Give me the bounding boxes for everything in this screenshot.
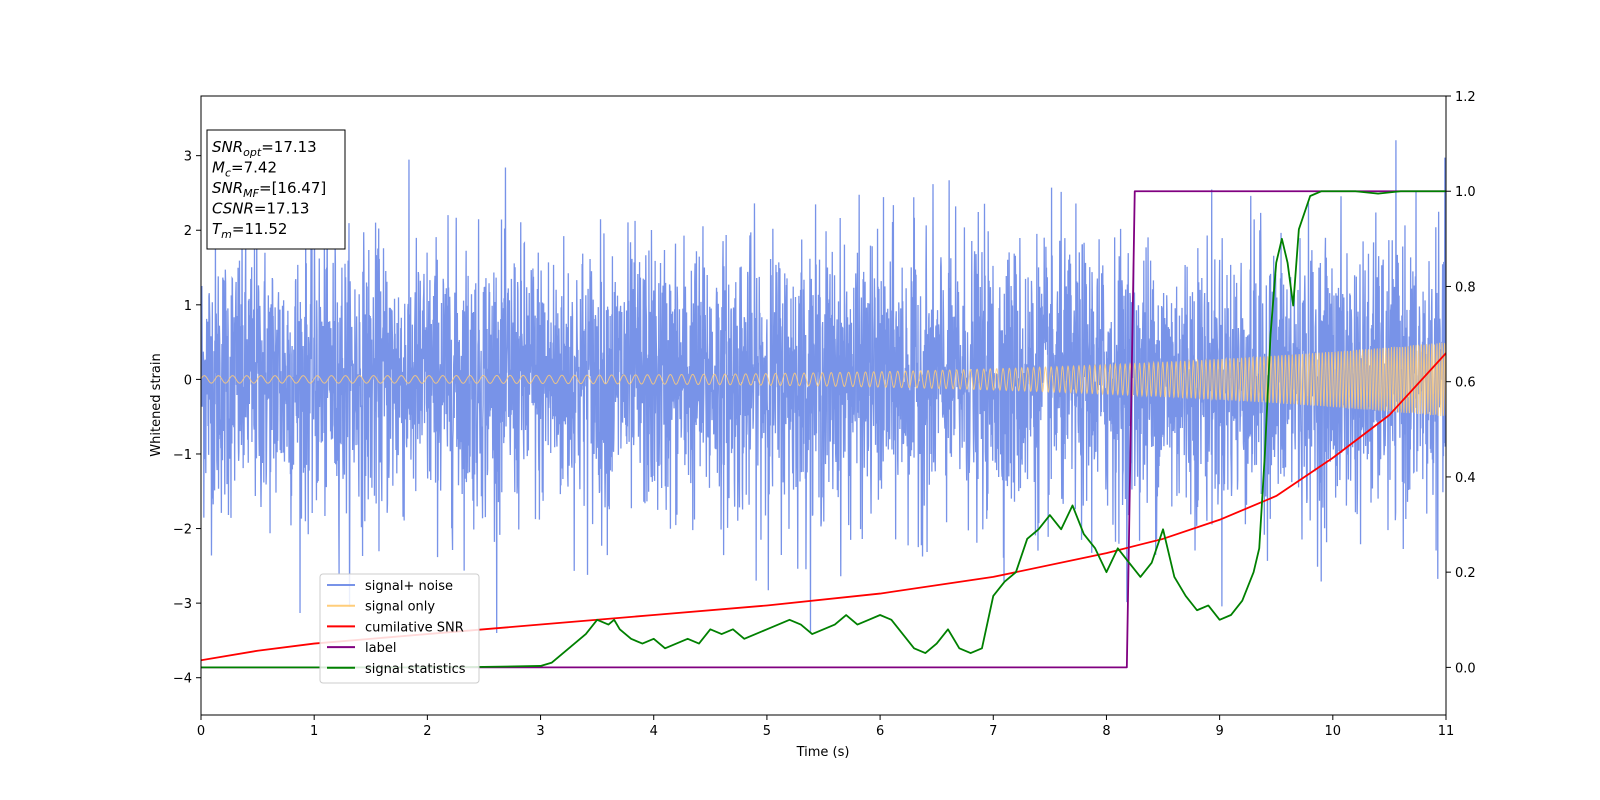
y-axis-right: 0.0 0.2 0.4 0.6 0.8 1.0 1.2 [1446, 90, 1476, 676]
y-tick-label: 3 [184, 150, 192, 165]
y2-tick-label: 0.6 [1455, 376, 1476, 391]
x-tick-label: 9 [1215, 724, 1223, 739]
x-tick-label: 0 [197, 724, 205, 739]
x-axis-title: Time (s) [796, 745, 850, 760]
y2-tick-label: 0.0 [1455, 661, 1476, 676]
info-box-frame [206, 129, 346, 250]
legend-label: signal only [365, 600, 435, 615]
x-tick-label: 10 [1325, 724, 1342, 739]
x-tick-label: 5 [763, 724, 771, 739]
series-label-line [201, 190, 1446, 669]
x-tick-label: 4 [650, 724, 658, 739]
y-axis-title: Whitened strain [149, 353, 164, 456]
series-signal-statistics-line [201, 190, 1446, 669]
y2-tick-label: 0.4 [1455, 471, 1476, 486]
x-tick-label: 6 [876, 724, 884, 739]
x-tick-label: 1 [310, 724, 318, 739]
legend-label: cumilative SNR [365, 620, 464, 635]
y2-tick-label: 0.2 [1455, 566, 1476, 581]
y2-tick-label: 0.8 [1455, 280, 1476, 295]
series-signal-only-line [201, 342, 1446, 417]
info-line: SNRopt=17.13 [212, 138, 317, 159]
legend: signal+ noise signal only cumilative SNR la… [319, 573, 480, 684]
x-tick-label: 3 [536, 724, 544, 739]
y2-tick-label: 1.2 [1455, 90, 1476, 105]
series-signal-noise-line [201, 140, 1446, 633]
legend-frame [319, 573, 480, 684]
info-line: SNRMF=[16.47] [212, 179, 326, 200]
x-axis: 0 1 2 3 4 5 6 7 8 9 10 11 [197, 715, 1454, 739]
y-tick-label: −3 [173, 597, 192, 612]
plot-frame [200, 95, 1447, 716]
y-tick-label: 2 [184, 224, 192, 239]
info-box: SNRopt=17.13Mc=7.42SNRMF=[16.47]CSNR=17.… [206, 129, 346, 250]
info-line: CSNR=17.13 [212, 200, 309, 218]
info-line: Tm=11.52 [212, 220, 287, 241]
y-tick-label: −4 [173, 672, 192, 687]
x-tick-label: 2 [423, 724, 431, 739]
x-tick-label: 11 [1438, 724, 1455, 739]
y2-tick-label: 1.0 [1455, 185, 1476, 200]
x-tick-label: 7 [989, 724, 997, 739]
x-tick-label: 8 [1102, 724, 1110, 739]
y-tick-label: −1 [173, 448, 192, 463]
info-line: Mc=7.42 [212, 159, 277, 180]
legend-label: signal statistics [365, 662, 466, 677]
legend-label: label [365, 641, 396, 656]
legend-label: signal+ noise [365, 579, 453, 594]
y-tick-label: −2 [173, 523, 192, 538]
y-tick-label: 0 [184, 373, 192, 388]
y-tick-label: 1 [184, 299, 192, 314]
y-axis-left: −4 −3 −2 −1 0 1 2 3 [173, 150, 201, 687]
